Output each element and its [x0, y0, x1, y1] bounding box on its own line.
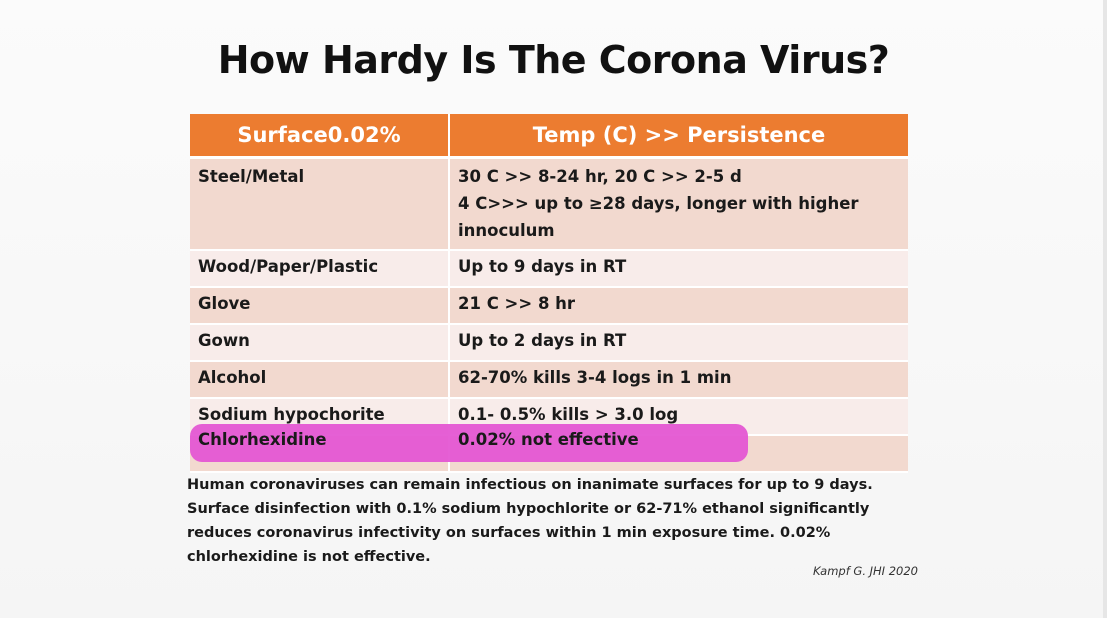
- persistence-cell: 21 C >> 8 hr: [449, 287, 908, 325]
- header-persistence: Temp (C) >> Persistence: [449, 114, 908, 159]
- summary-caption: Human coronaviruses can remain infectiou…: [187, 477, 873, 565]
- surface-cell: Steel/Metal: [190, 157, 450, 251]
- table-row: Gown Up to 2 days in RT: [190, 324, 908, 362]
- table-row: Alcohol 62-70% kills 3-4 logs in 1 min: [190, 361, 908, 399]
- surface-cell-highlighted: Chlorhexidine: [198, 430, 327, 449]
- citation: Kampf G. JHI 2020: [813, 564, 918, 578]
- surface-cell: Glove: [190, 287, 450, 325]
- persistence-cell-highlighted: 0.02% not effective: [458, 430, 639, 449]
- table-row: Steel/Metal 30 C >> 8-24 hr, 20 C >> 2-5…: [190, 157, 908, 251]
- slide-title: How Hardy Is The Corona Virus?: [217, 38, 890, 82]
- table-row: Wood/Paper/Plastic Up to 9 days in RT: [190, 250, 908, 288]
- persistence-line: 4 C>>> up to ≥28 days, longer with highe…: [458, 194, 859, 240]
- surface-cell: Gown: [190, 324, 450, 362]
- persistence-line: 30 C >> 8-24 hr, 20 C >> 2-5 d: [458, 167, 742, 186]
- header-surface: Surface0.02%: [190, 114, 450, 159]
- surface-cell: Wood/Paper/Plastic: [190, 250, 450, 288]
- persistence-table-wrapper: Surface0.02% Temp (C) >> Persistence Ste…: [190, 114, 908, 473]
- persistence-cell: Up to 9 days in RT: [449, 250, 908, 288]
- persistence-cell: 62-70% kills 3-4 logs in 1 min: [449, 361, 908, 399]
- table-row: Glove 21 C >> 8 hr: [190, 287, 908, 325]
- surface-cell: Alcohol: [190, 361, 450, 399]
- persistence-cell: 30 C >> 8-24 hr, 20 C >> 2-5 d 4 C>>> up…: [449, 157, 908, 251]
- persistence-cell: Up to 2 days in RT: [449, 324, 908, 362]
- persistence-table: Surface0.02% Temp (C) >> Persistence Ste…: [190, 114, 908, 473]
- table-header-row: Surface0.02% Temp (C) >> Persistence: [190, 114, 908, 159]
- chlorhexidine-highlight: [190, 424, 748, 462]
